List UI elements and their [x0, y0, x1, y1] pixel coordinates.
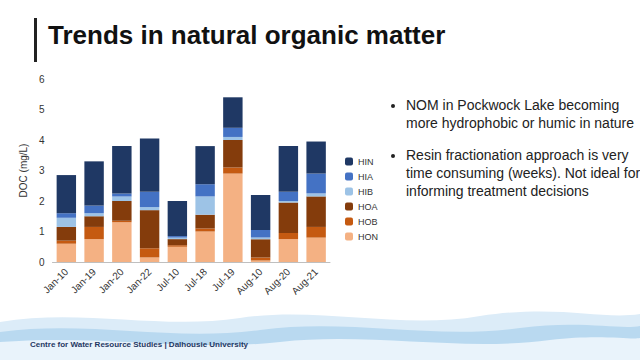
- html-text:NOM in Pockwock Lake becoming: NOM in Pockwock Lake becoming more hydro…: [406, 97, 634, 131]
- svg-text:2: 2: [39, 196, 45, 207]
- svg-text:HIB: HIB: [358, 187, 373, 197]
- svg-text:Jan-10: Jan-10: [41, 266, 71, 296]
- svg-text:Jul-10: Jul-10: [154, 266, 181, 293]
- svg-text:3: 3: [39, 165, 45, 176]
- svg-text:Jul-19: Jul-19: [209, 266, 237, 294]
- svg-text:0: 0: [39, 257, 45, 268]
- html-text:Trends in natural organic matt: Trends in natural organic matter: [48, 20, 446, 50]
- svg-text:1: 1: [39, 226, 45, 237]
- html-text:Centre for Water Resource Stud: Centre for Water Resource Studies | Dalh…: [30, 340, 248, 349]
- svg-text:Aug-10: Aug-10: [234, 266, 265, 297]
- svg-text:Jan-20: Jan-20: [96, 266, 126, 296]
- svg-text:Aug-20: Aug-20: [262, 266, 293, 297]
- svg-text:HIN: HIN: [358, 157, 374, 167]
- svg-text:DOC (mg/L): DOC (mg/L): [18, 144, 29, 198]
- svg-text:HIA: HIA: [358, 172, 373, 182]
- svg-text:5: 5: [39, 104, 45, 115]
- svg-text:4: 4: [39, 135, 45, 146]
- svg-text:HON: HON: [358, 232, 378, 242]
- svg-text:Aug-21: Aug-21: [289, 266, 320, 297]
- html-text:Resin fractionation approach i: Resin fractionation approach is very tim…: [406, 147, 640, 199]
- svg-text:HOA: HOA: [358, 202, 378, 212]
- svg-text:Jan-22: Jan-22: [124, 266, 154, 296]
- svg-text:Jul-18: Jul-18: [182, 266, 209, 293]
- svg-text:6: 6: [39, 74, 45, 85]
- svg-text:Jan-19: Jan-19: [69, 266, 99, 296]
- svg-text:HOB: HOB: [358, 217, 378, 227]
